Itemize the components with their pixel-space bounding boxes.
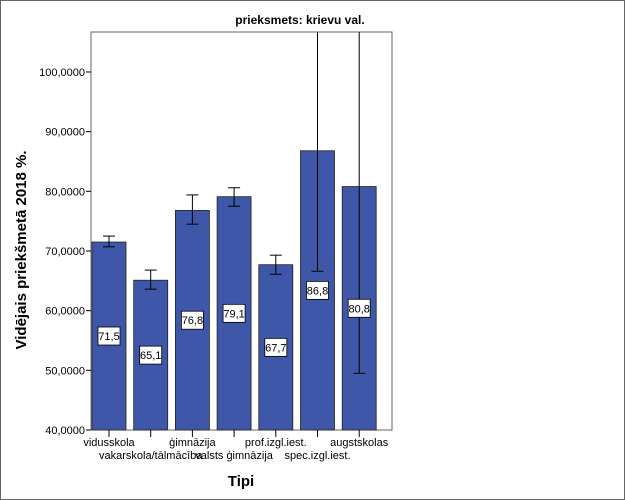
y-tick-label: 100,0000: [39, 67, 85, 79]
data-label-box: [139, 345, 163, 365]
y-tick-label: 70,0000: [45, 246, 85, 258]
chart-title: prieksmets: krievu val.: [235, 13, 364, 27]
y-tick-label: 90,0000: [45, 127, 85, 139]
x-tick-label: valsts ģimnāzija: [195, 449, 274, 462]
data-label-box: [306, 280, 329, 300]
error-bar: [228, 187, 241, 207]
error-bar: [269, 254, 282, 275]
data-label: 86,8: [307, 285, 328, 297]
data-label-box: [97, 326, 121, 346]
x-tick-label: prof.izgl.iest.: [245, 437, 307, 449]
error-bar: [186, 194, 199, 225]
data-label: 65,1: [140, 350, 161, 362]
data-label: 79,1: [223, 308, 244, 320]
data-label-box: [264, 337, 288, 357]
x-tick-label: vakarskola/tālmācība: [99, 450, 203, 462]
y-axis-label: Vidējais priekšmetā 2018 %.: [13, 150, 30, 349]
error-bar: [144, 269, 157, 290]
data-label: 76,8: [182, 315, 203, 327]
y-tick-label: 60,0000: [45, 306, 85, 318]
data-label-box: [347, 298, 371, 318]
y-tick-label: 80,0000: [45, 186, 85, 198]
data-label: 67,7: [265, 342, 286, 354]
y-tick-label: 50,0000: [45, 365, 85, 377]
x-tick-label: augstskolas: [330, 437, 389, 449]
y-tick-label: 40,0000: [45, 425, 85, 437]
data-label-box: [180, 310, 204, 330]
data-label: 71,5: [98, 331, 119, 343]
data-label-box: [222, 303, 246, 323]
x-tick-label: ģimnāzija: [169, 436, 216, 449]
data-label: 80,8: [348, 303, 369, 315]
x-tick-label: vidusskola: [83, 437, 135, 449]
x-axis-label: Tipi: [228, 473, 254, 490]
error-bar: [103, 235, 115, 248]
error-bar: [311, 32, 324, 272]
x-tick-label: spec.izgl.iest.: [284, 450, 350, 462]
